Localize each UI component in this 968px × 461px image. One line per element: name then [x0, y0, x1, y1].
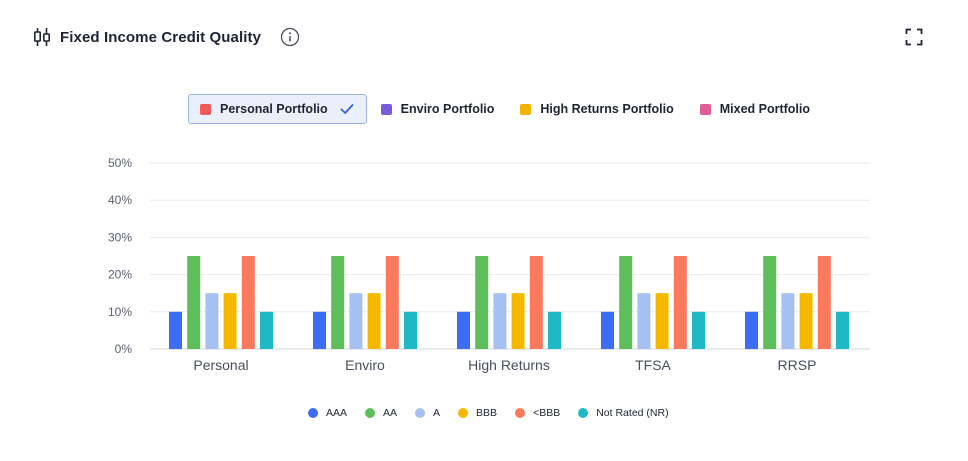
bar-high-returns-bbb[interactable]	[511, 293, 525, 349]
x-category-label: Personal	[193, 357, 248, 373]
x-category-label: TFSA	[635, 357, 671, 373]
bar-enviro-aa[interactable]	[331, 256, 345, 349]
x-category-label: RRSP	[778, 357, 817, 373]
bar-tfsa-bbb[interactable]	[673, 256, 687, 349]
legend-item-bbb[interactable]: BBB	[458, 407, 497, 419]
bar-personal-a[interactable]	[205, 293, 219, 349]
legend-item-aa[interactable]: AA	[365, 407, 397, 419]
bar-tfsa-aaa[interactable]	[601, 311, 614, 349]
bar-personal-bbb[interactable]	[223, 293, 237, 349]
expand-icon[interactable]	[905, 28, 923, 46]
x-category-label: Enviro	[345, 357, 385, 373]
bar-high-returns-bbb[interactable]	[529, 256, 543, 349]
bar-rrsp-bbb[interactable]	[799, 293, 813, 349]
check-icon	[340, 102, 354, 116]
legend-label: BBB	[476, 407, 498, 419]
info-icon[interactable]	[280, 27, 300, 47]
legend-dot	[415, 408, 426, 418]
legend-label: Not Rated (NR)	[596, 407, 669, 419]
y-tick-label: 0%	[115, 342, 133, 356]
bar-enviro-bbb[interactable]	[367, 293, 381, 349]
legend-dot	[578, 408, 589, 418]
y-tick-label: 40%	[108, 193, 132, 207]
portfolio-enviro[interactable]: Enviro Portfolio	[369, 94, 507, 124]
portfolio-mixed[interactable]: Mixed Portfolio	[688, 94, 822, 124]
bar-personal-bbb[interactable]	[241, 256, 255, 349]
bar-enviro-notratednr[interactable]	[404, 311, 417, 349]
legend-dot	[515, 408, 526, 418]
portfolio-swatch	[380, 103, 392, 115]
legend-dot	[365, 408, 376, 418]
y-tick-label: 30%	[108, 230, 132, 244]
bar-high-returns-aaa[interactable]	[457, 311, 470, 349]
legend-label: AAA	[326, 407, 348, 419]
portfolio-label: Mixed Portfolio	[719, 102, 811, 116]
bar-personal-notratednr[interactable]	[260, 311, 273, 349]
bar-tfsa-aa[interactable]	[619, 256, 633, 349]
bar-high-returns-a[interactable]	[493, 293, 507, 349]
bar-enviro-a[interactable]	[349, 293, 363, 349]
bar-tfsa-a[interactable]	[637, 293, 651, 349]
legend-label: A	[433, 407, 441, 419]
legend-item-below-bbb[interactable]: <BBB	[515, 407, 560, 419]
portfolio-legend: Personal Portfolio Enviro Portfolio High…	[188, 93, 824, 125]
candlestick-chart-icon	[33, 27, 51, 47]
portfolio-high-returns[interactable]: High Returns Portfolio	[508, 94, 685, 124]
legend-dot	[308, 408, 318, 418]
bar-rrsp-a[interactable]	[781, 293, 795, 349]
bar-tfsa-bbb[interactable]	[655, 293, 669, 349]
card-header: Fixed Income Credit Quality	[33, 24, 300, 50]
bar-high-returns-aa[interactable]	[475, 256, 489, 349]
legend-label: <BBB	[533, 407, 561, 419]
bar-rrsp-aaa[interactable]	[745, 311, 758, 349]
page-title: Fixed Income Credit Quality	[60, 28, 262, 46]
bar-enviro-aaa[interactable]	[313, 311, 326, 349]
portfolio-swatch	[200, 103, 211, 115]
bar-enviro-bbb[interactable]	[385, 256, 399, 349]
y-tick-label: 50%	[108, 156, 132, 170]
legend-item-a[interactable]: A	[415, 407, 440, 419]
bar-rrsp-notratednr[interactable]	[836, 311, 849, 349]
legend-item-aaa[interactable]: AAA	[308, 407, 347, 419]
legend-item-not-rated[interactable]: Not Rated (NR)	[578, 407, 669, 419]
series-legend: AAA AA A BBB <BBB Not Rated (NR)	[308, 405, 687, 421]
legend-dot	[458, 408, 469, 418]
portfolio-swatch	[520, 103, 532, 115]
x-category-label: High Returns	[468, 357, 550, 373]
portfolio-personal[interactable]: Personal Portfolio	[188, 94, 367, 124]
y-tick-label: 20%	[108, 268, 132, 282]
bar-personal-aa[interactable]	[187, 256, 201, 349]
portfolio-label: High Returns Portfolio	[540, 102, 674, 116]
bar-high-returns-notratednr[interactable]	[548, 311, 561, 349]
bar-rrsp-bbb[interactable]	[817, 256, 831, 349]
y-tick-label: 10%	[108, 305, 132, 319]
portfolio-swatch	[699, 103, 711, 115]
portfolio-label: Personal Portfolio	[220, 102, 328, 116]
legend-label: AA	[383, 407, 398, 419]
portfolio-label: Enviro Portfolio	[400, 102, 495, 116]
bar-rrsp-aa[interactable]	[763, 256, 777, 349]
bar-tfsa-notratednr[interactable]	[692, 311, 705, 349]
bar-personal-aaa[interactable]	[169, 311, 182, 349]
